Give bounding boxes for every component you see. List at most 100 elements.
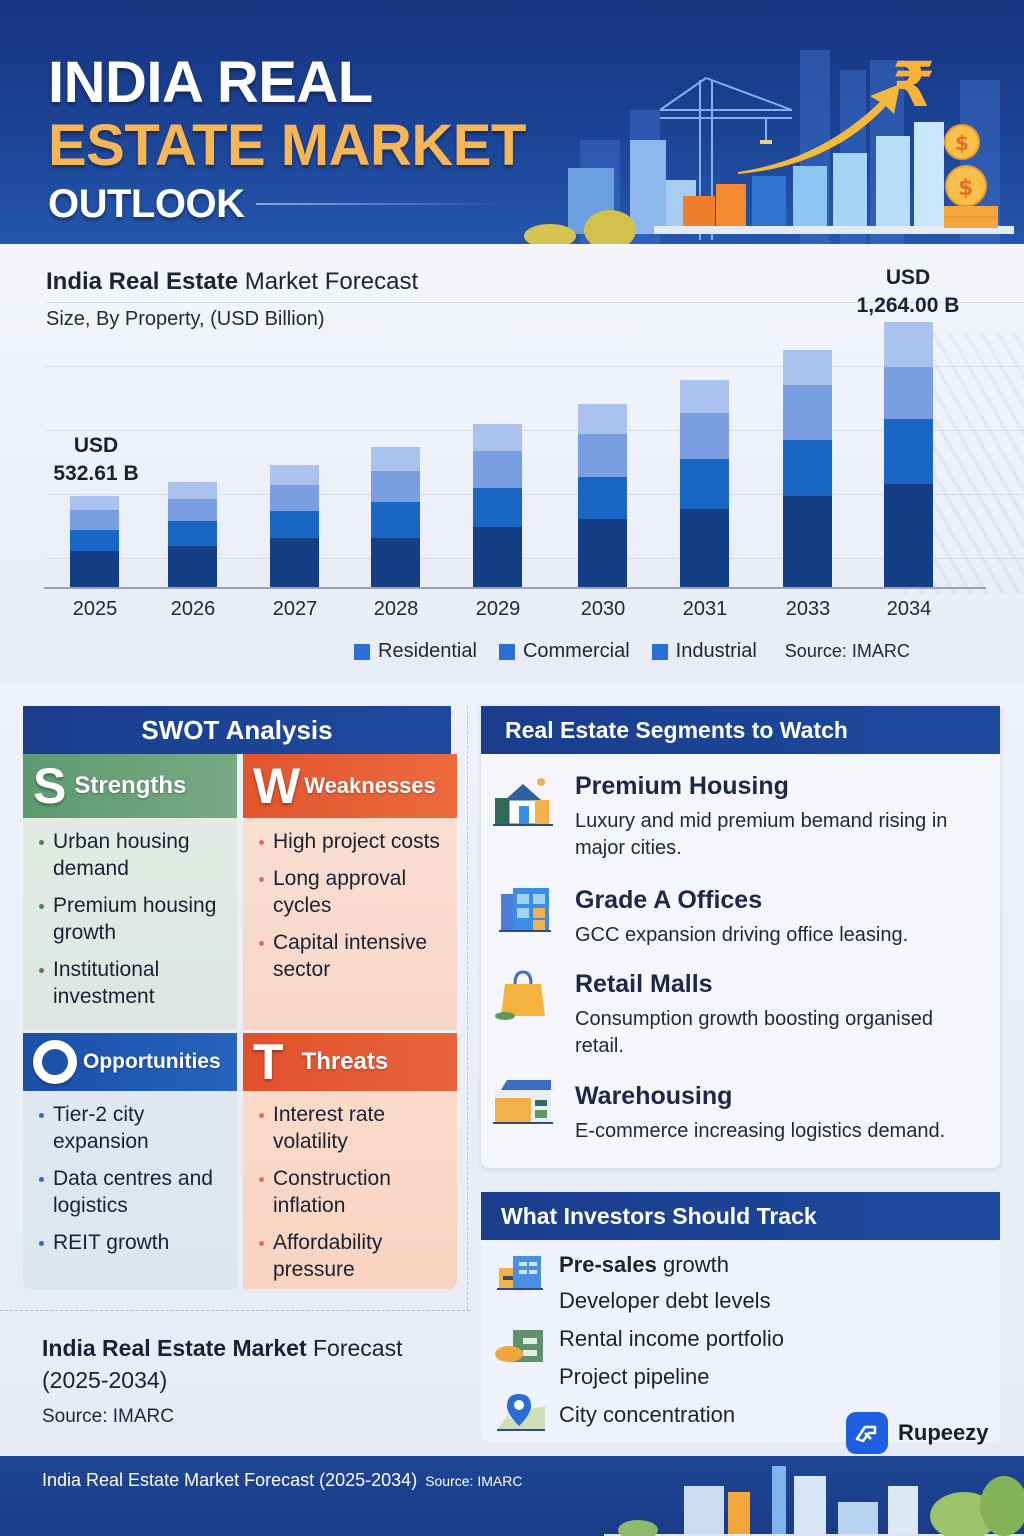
bar-segment <box>680 413 729 459</box>
bar-2031 <box>680 380 729 588</box>
bar-segment <box>70 530 119 551</box>
legend-item-residential: Residential <box>354 640 477 663</box>
rupeezy-logo[interactable]: Rupeezy <box>846 1412 988 1454</box>
hero-title-outlook: OUTLOOK <box>48 182 245 226</box>
threats-list: Interest rate volatility Construction in… <box>243 1091 457 1283</box>
list-item: Long approval cycles <box>257 865 451 919</box>
callout-2034-value: 1,264.00 B <box>856 294 960 317</box>
investor-item-rental: Rental income portfolio <box>559 1326 785 1351</box>
list-item: REIT growth <box>37 1229 231 1256</box>
list-item: Institutional investment <box>37 956 231 1010</box>
strengths-letter-icon: S <box>33 758 67 814</box>
list-item: Interest rate volatility <box>257 1101 451 1155</box>
market-forecast-chart: India Real Estate Market Forecast Size, … <box>0 244 1024 684</box>
investor-item-text: growth <box>656 1252 730 1277</box>
bar-2028 <box>371 447 420 588</box>
callout-2034-currency: USD <box>885 266 931 289</box>
bar-segment <box>578 477 627 519</box>
legend-item-industrial: Industrial <box>651 640 757 663</box>
bar-2027 <box>270 465 319 588</box>
segments-panel: Real Estate Segments to Watch Premium Ho… <box>481 706 1000 1168</box>
bar-2033 <box>783 350 832 588</box>
hero-title-line1: INDIA REAL <box>48 50 373 115</box>
opportunities-header: Opportunities <box>23 1033 237 1091</box>
swot-threats: T Threats Interest rate volatility Const… <box>243 1033 457 1289</box>
chart-subtitle: Size, By Property, (USD Billion) <box>46 308 325 330</box>
chart-source: Source: IMARC <box>784 641 910 661</box>
bar-segment <box>371 447 420 471</box>
rupeezy-logo-icon <box>846 1412 888 1454</box>
gridline <box>46 430 1024 431</box>
x-axis-label: 2033 <box>785 598 831 620</box>
x-axis <box>44 587 986 589</box>
bar-segment <box>270 538 319 588</box>
bar-segment <box>783 496 832 588</box>
chart-legend: Residential Commercial Industrial Source… <box>354 640 910 663</box>
bar-segment <box>884 367 933 419</box>
x-axis-label: 2028 <box>373 598 419 620</box>
callout-2025: USD 532.61 B <box>44 432 148 488</box>
list-item: Affordability pressure <box>257 1229 451 1283</box>
bar-segment <box>70 510 119 530</box>
opportunities-letter-icon <box>33 1040 77 1084</box>
hero-title-line2: ESTATE MARKET <box>48 113 526 178</box>
investor-item-city: City concentration <box>559 1402 736 1427</box>
x-axis-label: 2026 <box>170 598 216 620</box>
legend-swatch <box>354 643 370 660</box>
weaknesses-label: Weaknesses <box>304 773 436 798</box>
callout-2025-value: 532.61 B <box>53 462 139 485</box>
segment-name: Retail Malls <box>575 970 713 998</box>
callout-2034: USD 1,264.00 B <box>838 264 978 320</box>
city-growth-illustration-icon: ₹ $ $ <box>524 48 1014 244</box>
weaknesses-list: High project costs Long approval cycles … <box>243 818 457 983</box>
hero-divider <box>256 203 507 205</box>
bar-segment <box>371 502 420 538</box>
strengths-list: Urban housing demand Premium housing gro… <box>23 818 237 1010</box>
footer-banner: India Real Estate Market Forecast (2025-… <box>0 1456 1024 1536</box>
threats-label: Threats <box>301 1048 389 1075</box>
chart-title-bold: India Real Estate <box>46 268 239 295</box>
coin-stack-icon: $ $ <box>944 124 998 228</box>
bar-2026 <box>168 482 217 588</box>
segment-name: Grade A Offices <box>575 886 763 914</box>
strengths-label: Strengths <box>74 772 187 799</box>
footer-skyline-icon <box>604 1466 1024 1536</box>
bar-segment <box>680 509 729 588</box>
bar-segment <box>473 488 522 527</box>
rupeezy-wordmark: Rupeezy <box>898 1420 989 1445</box>
section-divider <box>0 1310 470 1311</box>
forecast-note-source: Source: IMARC <box>42 1406 174 1427</box>
bar-segment <box>270 511 319 538</box>
bar-segment <box>168 482 217 499</box>
forecast-note-title: India Real Estate Market Forecast (2025-… <box>42 1332 462 1396</box>
bar-segment <box>884 322 933 367</box>
opportunities-list: Tier-2 city expansion Data centres and l… <box>23 1091 237 1256</box>
office-building-icon <box>499 888 551 932</box>
chart-title-regular: Market Forecast <box>238 268 419 295</box>
bar-segment <box>680 459 729 509</box>
bar-segment <box>70 496 119 510</box>
bar-segment <box>680 380 729 413</box>
investors-panel: What Investors Should Track Pre-sales gr… <box>481 1192 1000 1442</box>
segment-name: Premium Housing <box>575 772 789 800</box>
bar-segment <box>884 419 933 484</box>
threats-letter-icon: T <box>253 1034 284 1090</box>
x-axis-label: 2030 <box>580 598 626 620</box>
investor-item-bold: Pre-sales <box>559 1252 657 1277</box>
callout-2025-currency: USD <box>73 434 119 457</box>
investor-item-presales: Pre-sales growth <box>559 1252 729 1278</box>
list-item: Data centres and logistics <box>37 1165 231 1219</box>
hero-title-line3: OUTLOOK <box>48 178 526 230</box>
bar-2034 <box>884 322 933 588</box>
swot-strengths: S Strengths Urban housing demand Premium… <box>23 754 237 1030</box>
bar-segment <box>168 499 217 521</box>
x-axis-label: 2025 <box>72 598 118 620</box>
svg-text:$: $ <box>958 176 973 201</box>
hero-title: INDIA REAL ESTATE MARKET OUTLOOK <box>48 52 526 230</box>
weaknesses-letter-icon: W <box>253 758 301 814</box>
bar-segment <box>473 424 522 451</box>
list-item: Premium housing growth <box>37 892 231 946</box>
segment-description: Luxury and mid premium bemand rising in … <box>575 810 948 859</box>
warehouse-icon <box>493 1080 553 1124</box>
legend-item-commercial: Commercial <box>498 640 630 663</box>
